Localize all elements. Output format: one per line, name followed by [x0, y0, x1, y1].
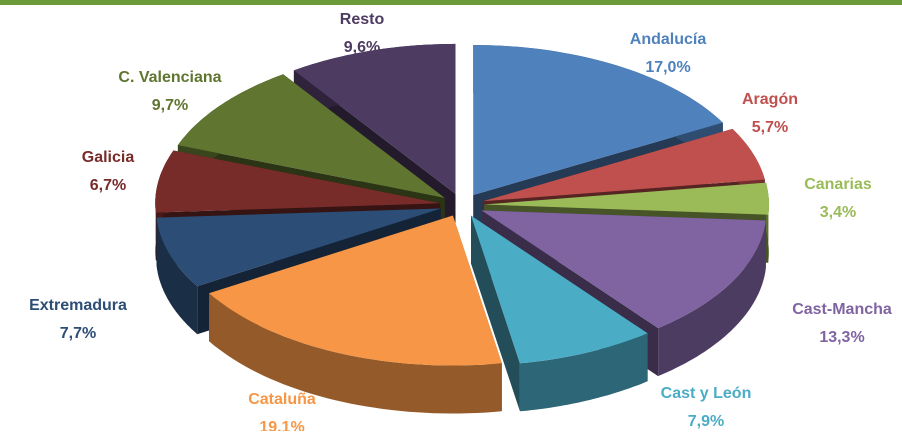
slice-top — [156, 208, 441, 287]
slice-label: Cast y León — [661, 385, 752, 402]
slice-label: Cast-Mancha — [792, 301, 892, 318]
slice-top — [177, 74, 445, 198]
slice-label: Aragón — [742, 91, 798, 108]
slice-value-label: 19,1% — [259, 419, 304, 431]
slice-top — [471, 215, 648, 364]
slice-top — [473, 45, 723, 195]
slice-top — [155, 150, 441, 213]
slice-label: Cataluña — [248, 391, 316, 408]
slice-top — [209, 215, 502, 366]
slice-top — [482, 128, 765, 202]
slice-value-label: 13,3% — [819, 329, 864, 346]
slice-rim — [209, 293, 502, 414]
slice-value-label: 7,7% — [60, 325, 96, 342]
slice-value-label: 9,7% — [152, 97, 188, 114]
top-bar — [0, 0, 902, 5]
slice-label: Canarias — [804, 176, 872, 193]
slice-label: Andalucía — [630, 31, 707, 48]
slice-value-label: 6,7% — [90, 177, 126, 194]
slice-label: Extremadura — [29, 297, 127, 314]
slice-value-label: 5,7% — [752, 119, 788, 136]
slice-top — [293, 43, 456, 194]
labels: Andalucía 17,0% Aragón 5,7% Canarias 3,4% Cast… — [29, 11, 892, 436]
slice-value-label: 17,0% — [645, 59, 690, 76]
slice-value-label: 7,9% — [688, 413, 724, 430]
slice-top — [484, 182, 769, 215]
slice-rim — [519, 333, 648, 412]
slice-value-label: 9,6% — [344, 39, 380, 56]
slice-label: Galicia — [82, 149, 135, 166]
slice-value-label: 3,4% — [820, 204, 856, 221]
slice-label: Resto — [340, 11, 385, 28]
slice-top — [481, 210, 766, 329]
pie-slice — [209, 215, 502, 414]
pie — [155, 43, 769, 414]
slice-label: C. Valenciana — [118, 69, 221, 86]
slice-wall — [471, 215, 520, 412]
slice-rim — [658, 220, 766, 377]
pie-slice — [471, 215, 648, 412]
slice-rim — [156, 217, 198, 335]
